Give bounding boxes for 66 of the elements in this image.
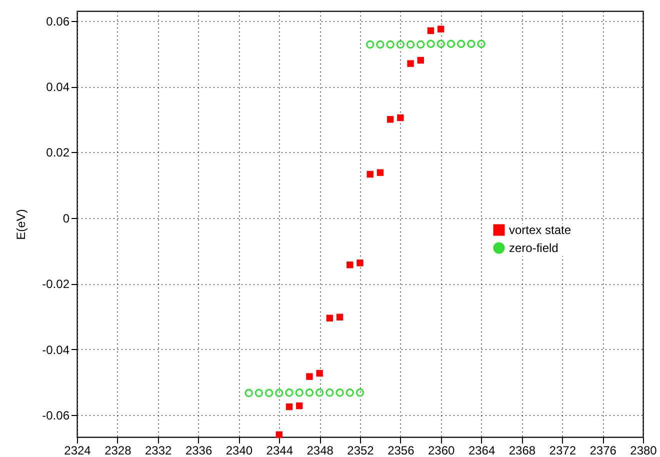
point (407, 60, 414, 67)
point (346, 262, 354, 268)
y-tick-label: 0.06 (46, 14, 70, 28)
point (315, 388, 324, 397)
y-tick-label: -0.06 (42, 408, 70, 422)
point (376, 169, 384, 176)
point (356, 388, 364, 397)
point (254, 388, 264, 398)
point (446, 40, 456, 48)
point (366, 40, 374, 49)
x-tick-label: 2328 (104, 444, 132, 457)
point (426, 40, 435, 48)
y-axis-title: E(eV) (14, 209, 28, 240)
point (366, 170, 374, 178)
y-tick-label: 0 (62, 211, 70, 226)
x-tick-label: 2356 (388, 444, 415, 457)
legend-label: zero-field (509, 241, 558, 255)
point (386, 116, 394, 123)
x-tick-label: 2340 (226, 444, 253, 457)
x-tick-label: 2352 (347, 444, 374, 457)
point (436, 40, 445, 48)
point (275, 388, 284, 398)
x-tick-label: 2336 (185, 444, 212, 457)
point (306, 373, 313, 380)
y-tick-label: -0.04 (42, 342, 70, 357)
legend-label: vortex state (509, 223, 572, 237)
point (456, 40, 466, 48)
point (417, 56, 424, 64)
x-tick-label: 2360 (428, 444, 456, 457)
x-tick-label: 2376 (590, 444, 617, 457)
point (477, 40, 486, 48)
x-tick-label: 2344 (266, 444, 294, 457)
x-tick-label: 2324 (64, 444, 92, 457)
point (427, 27, 434, 34)
point (386, 40, 394, 49)
x-tick-label: 2380 (630, 444, 658, 457)
point (346, 388, 354, 397)
point (326, 314, 334, 322)
x-tick-label: 2368 (508, 444, 536, 457)
point (397, 114, 404, 122)
point (376, 40, 384, 49)
point (316, 370, 323, 377)
point (438, 26, 444, 32)
point (406, 40, 415, 49)
y-tick-label: 0.02 (46, 146, 70, 160)
point (326, 388, 334, 397)
point (264, 388, 274, 398)
point (356, 260, 364, 266)
point (244, 388, 253, 398)
point (285, 388, 294, 397)
point (305, 388, 314, 397)
point (336, 314, 344, 320)
point (396, 40, 405, 49)
x-tick-label: 2364 (468, 444, 496, 457)
y-tick-label: 0.04 (46, 80, 70, 94)
point (467, 40, 476, 48)
y-tick-label: -0.02 (42, 277, 70, 292)
x-tick-label: 2372 (549, 444, 576, 457)
point (416, 40, 425, 49)
point (276, 431, 282, 438)
point (336, 388, 344, 397)
point (296, 402, 303, 410)
point (286, 403, 293, 410)
point (295, 388, 304, 397)
x-tick-label: 2348 (306, 444, 334, 457)
x-tick-label: 2332 (145, 444, 172, 457)
